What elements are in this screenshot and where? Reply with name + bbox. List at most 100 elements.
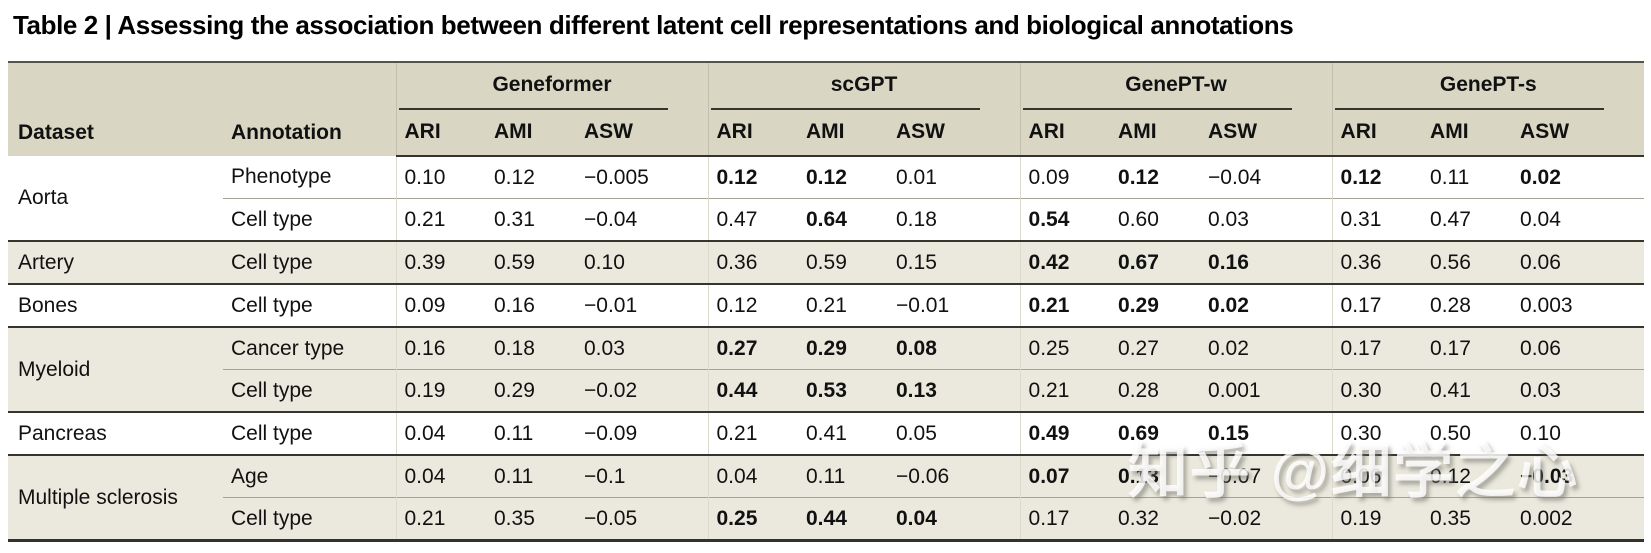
column-header-ami: AMI	[1110, 110, 1201, 157]
column-header-annotation: Annotation	[223, 62, 396, 156]
group-underline	[1334, 108, 1605, 110]
value-cell: 0.27	[707, 326, 798, 370]
group-underline	[710, 108, 980, 110]
value-cell: 0.001	[1200, 369, 1333, 412]
value-cell: 0.29	[798, 326, 888, 370]
value-cell: 0.16	[486, 283, 576, 327]
group-label: Geneformer	[492, 73, 612, 96]
value-cell: 0.25	[1019, 326, 1111, 370]
value-cell: −0.03	[1512, 454, 1645, 498]
value-cell: 0.59	[486, 240, 576, 284]
value-cell: 0.13	[1110, 454, 1201, 498]
annotation-cell: Cell type	[223, 369, 396, 412]
column-header-ami: AMI	[798, 110, 888, 157]
value-cell: 0.04	[395, 411, 486, 455]
value-cell: −0.02	[576, 369, 708, 412]
table-title: Table 2 | Assessing the association betw…	[13, 10, 1294, 40]
value-cell: 0.47	[707, 198, 798, 241]
dataset-cell: Myeloid	[8, 326, 223, 412]
value-cell: 0.17	[1331, 326, 1423, 370]
annotation-cell: Cell type	[223, 198, 396, 241]
column-header-asw: ASW	[1200, 110, 1333, 157]
group-label: GenePT-s	[1439, 73, 1537, 96]
value-cell: 0.44	[707, 369, 798, 412]
value-cell: 0.27	[1110, 326, 1201, 370]
group-label: GenePT-w	[1125, 73, 1227, 96]
value-cell: 0.54	[1019, 198, 1111, 241]
value-cell: 0.02	[1200, 283, 1333, 327]
table-row: Myeloid Cancer type 0.16 0.18 0.03 0.27 0.29 0.…	[8, 326, 1645, 412]
value-cell: 0.19	[395, 369, 486, 412]
column-header-ari: ARI	[707, 110, 798, 157]
value-cell: 0.64	[798, 198, 888, 241]
table-row: Aorta Phenotype 0.10 0.12 −0.005 0.12 0.12 0.01…	[8, 156, 1645, 241]
group-label: scGPT	[830, 73, 898, 96]
dataset-cell: Artery	[8, 240, 223, 284]
value-cell: 0.01	[888, 156, 1021, 199]
value-cell: 0.41	[1422, 369, 1513, 412]
value-cell: 0.03	[1512, 369, 1645, 412]
value-cell: 0.31	[486, 198, 576, 241]
value-cell: 0.003	[1512, 283, 1645, 327]
value-cell: 0.11	[798, 454, 888, 498]
value-cell: −0.04	[1200, 156, 1333, 199]
group-header-genept-w: GenePT-w	[1019, 62, 1333, 110]
group-header-scgpt: scGPT	[707, 62, 1021, 110]
value-cell: 0.18	[486, 326, 576, 370]
table-figure: Table 2 | Assessing the association betw…	[0, 9, 1651, 542]
value-cell: 0.12	[1331, 156, 1423, 199]
column-header-asw: ASW	[1512, 110, 1645, 157]
value-cell: 0.16	[395, 326, 486, 370]
value-cell: 0.11	[486, 454, 576, 498]
value-cell: 0.12	[486, 156, 576, 199]
value-cell: 0.32	[1110, 497, 1201, 541]
value-cell: 0.49	[1019, 411, 1111, 455]
value-cell: 0.02	[1200, 326, 1333, 370]
table-row: Multiple sclerosis Age 0.04 0.11 −0.1 0.04 0.1…	[8, 454, 1645, 541]
value-cell: 0.06	[1512, 240, 1645, 284]
column-header-ari: ARI	[395, 110, 486, 157]
value-cell: 0.11	[1422, 156, 1513, 199]
value-cell: 0.10	[1512, 411, 1645, 455]
column-header-ami: AMI	[486, 110, 576, 157]
annotation-cell: Cell type	[223, 411, 396, 455]
table-row: Pancreas Cell type 0.04 0.11 −0.09 0.21 0.41 0.…	[8, 411, 1645, 455]
value-cell: 0.31	[1331, 198, 1423, 241]
value-cell: 0.36	[1331, 240, 1423, 284]
annotation-cell: Phenotype	[223, 156, 396, 199]
value-cell: −0.05	[576, 497, 708, 541]
value-cell: 0.08	[888, 326, 1021, 370]
value-cell: 0.53	[798, 369, 888, 412]
table-row: Bones Cell type 0.09 0.16 −0.01 0.12 0.21 −0.01…	[8, 283, 1645, 327]
group-header-genept-s: GenePT-s	[1331, 62, 1645, 110]
value-cell: 0.15	[1200, 411, 1333, 455]
group-underline	[1022, 108, 1292, 110]
value-cell: 0.002	[1512, 497, 1645, 541]
results-table: Dataset Annotation Geneformer scGPT GenePT-w…	[8, 61, 1645, 542]
value-cell: −0.07	[1200, 454, 1333, 498]
value-cell: 0.21	[1019, 369, 1111, 412]
dataset-cell: Aorta	[8, 156, 223, 241]
value-cell: 0.21	[707, 411, 798, 455]
value-cell: 0.44	[798, 497, 888, 541]
table-row: Cell type 0.21 0.35 −0.05 0.25 0.44 0.04 0.17 0.…	[8, 497, 1645, 541]
value-cell: 0.04	[888, 497, 1021, 541]
value-cell: 0.10	[576, 240, 708, 284]
value-cell: −0.005	[576, 156, 708, 199]
value-cell: 0.03	[576, 326, 708, 370]
value-cell: 0.10	[395, 156, 486, 199]
value-cell: 0.17	[1019, 497, 1111, 541]
value-cell: 0.18	[888, 198, 1021, 241]
group-header-geneformer: Geneformer	[395, 62, 708, 110]
value-cell: −0.09	[576, 411, 708, 455]
value-cell: 0.12	[1422, 454, 1513, 498]
table-row: Cell type 0.21 0.31 −0.04 0.47 0.64 0.18 0.54 0.…	[8, 198, 1645, 241]
value-cell: 0.21	[395, 497, 486, 541]
value-cell: 0.29	[486, 369, 576, 412]
value-cell: 0.05	[888, 411, 1021, 455]
annotation-cell: Cell type	[223, 283, 396, 327]
value-cell: 0.36	[707, 240, 798, 284]
value-cell: 0.12	[707, 156, 798, 199]
value-cell: 0.21	[798, 283, 888, 327]
value-cell: 0.09	[1019, 156, 1111, 199]
